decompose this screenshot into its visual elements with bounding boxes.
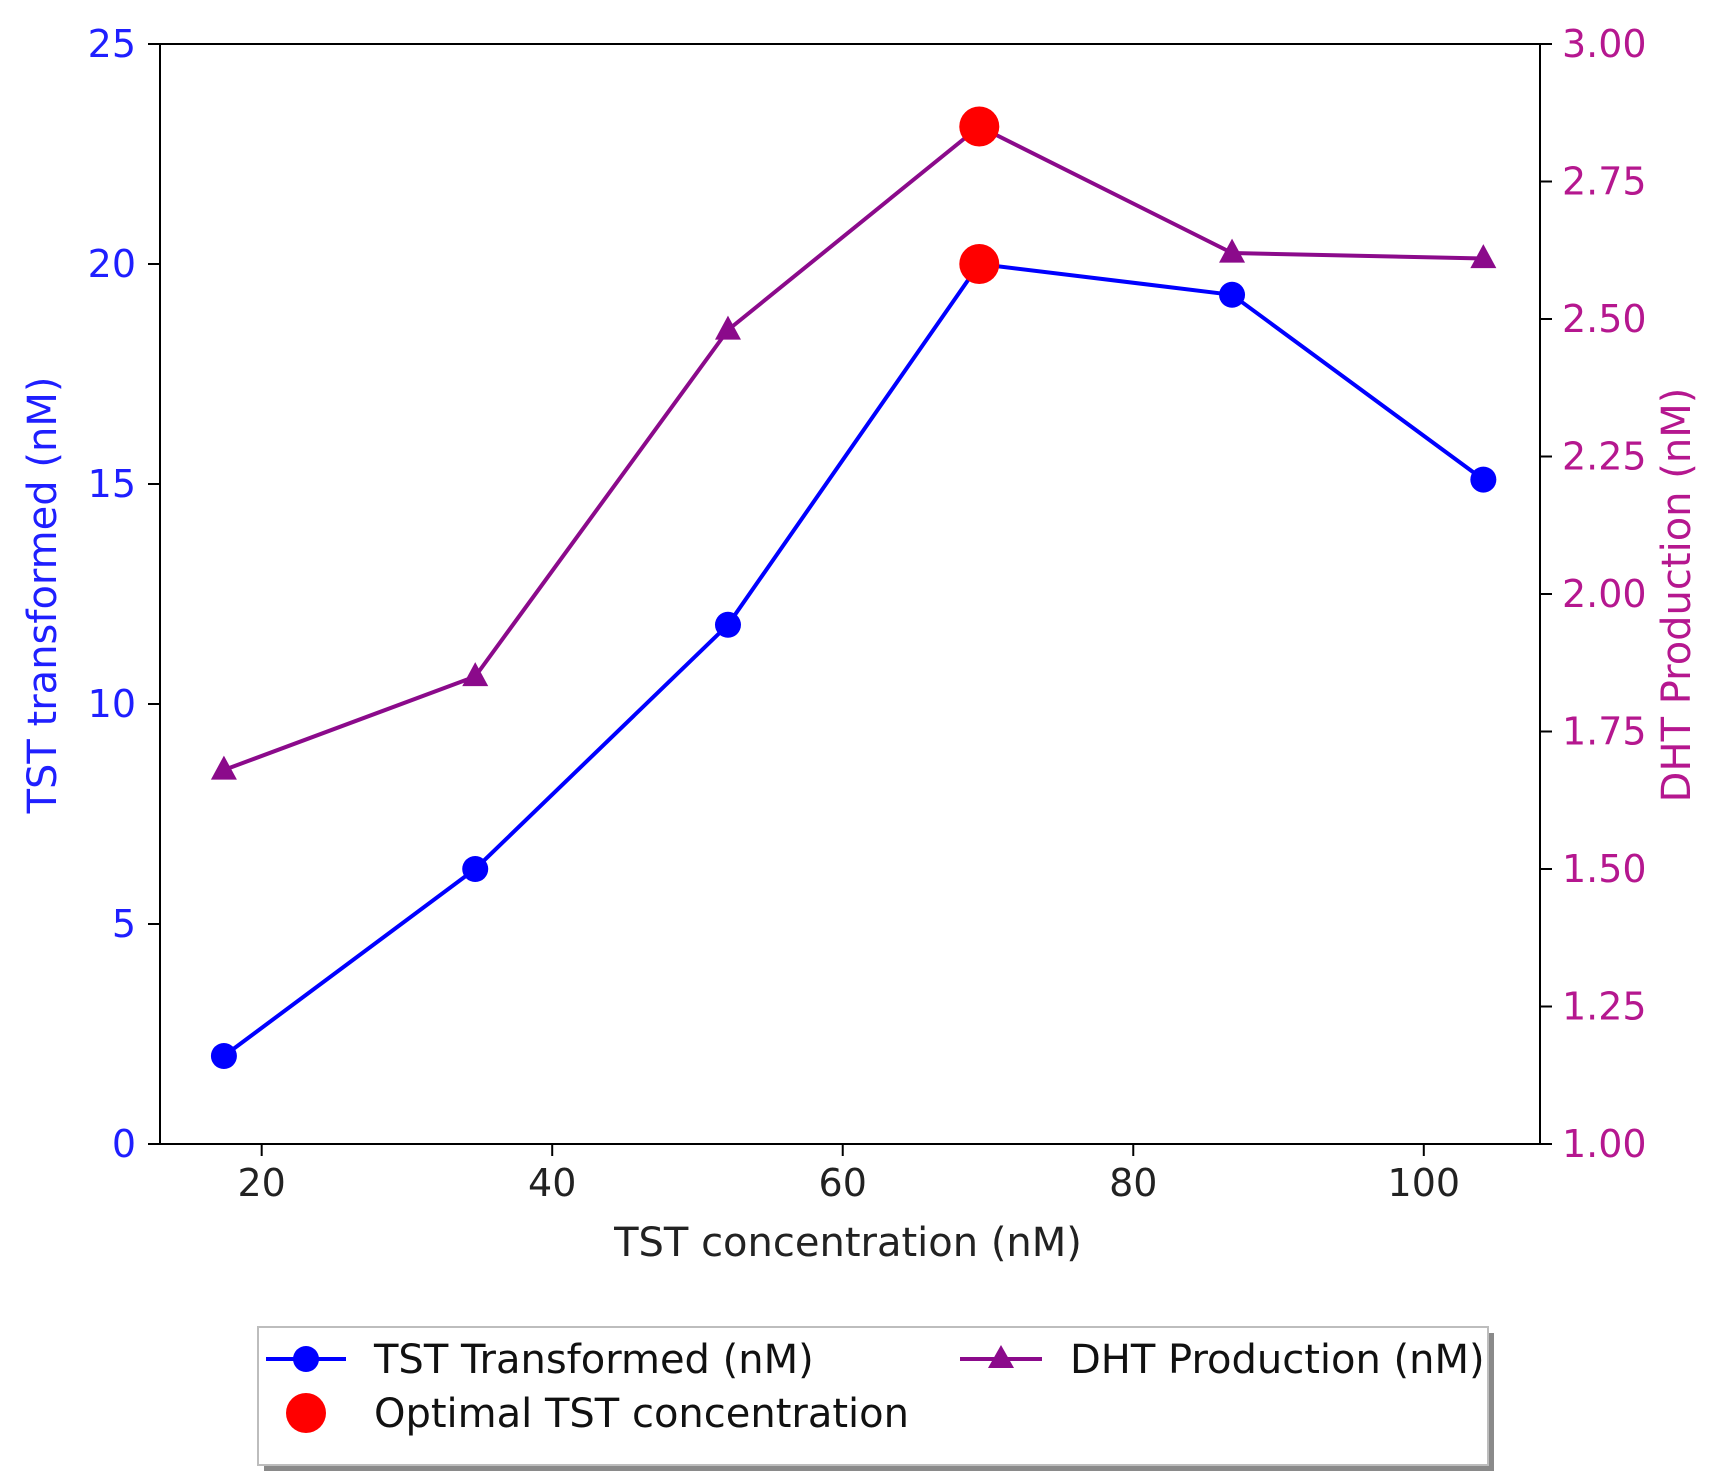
legend-optimal-label: Optimal TST concentration	[374, 1391, 909, 1437]
legend-dht-marker	[988, 1345, 1014, 1368]
axes: 20 40 60 80 100 0 5 10 15 20 25 1.00 1.25 1.50 1.75 2.0…	[88, 22, 1647, 1205]
plot-frame	[159, 43, 1541, 1145]
plot-area	[159, 43, 1541, 1145]
y-left-tick-label: 15	[88, 462, 136, 506]
tst-data-point	[1219, 281, 1246, 308]
y-axis-right-label: DHT Production (nM)	[1654, 388, 1700, 803]
x-tick-label: 40	[528, 1161, 576, 1205]
optimal-point-tst	[959, 244, 1000, 284]
x-tick-label: 100	[1388, 1161, 1461, 1205]
dht-data-point	[210, 755, 237, 780]
dht-data-point	[1470, 244, 1497, 269]
y-left-tick-label: 10	[88, 682, 136, 726]
tst-data-point	[1470, 466, 1497, 493]
legend-tst-marker	[293, 1346, 319, 1372]
x-tick-label: 20	[238, 1161, 286, 1205]
y-right-tick-label: 2.75	[1562, 160, 1647, 204]
series-layer	[210, 106, 1497, 1069]
y-right-tick-label: 2.25	[1562, 435, 1647, 479]
y-right-tick-label: 2.50	[1562, 297, 1647, 341]
y-right-tick-label: 1.25	[1562, 985, 1647, 1029]
y-right-tick-label: 1.00	[1562, 1122, 1647, 1166]
dht-data-point	[462, 662, 489, 687]
x-tick-label: 80	[1109, 1161, 1157, 1205]
y-left-tick-label: 5	[112, 902, 136, 946]
y-left-tick-label: 20	[88, 242, 136, 286]
y-right-tick-label: 1.50	[1562, 847, 1647, 891]
legend-optimal-marker	[286, 1393, 326, 1433]
legend-box	[257, 1326, 1489, 1466]
x-tick-label: 60	[819, 1161, 867, 1205]
axis-labels: TST concentration (nM) TST transformed (…	[20, 377, 1700, 1266]
dht-data-point	[1219, 238, 1246, 263]
optimal-point-dht	[959, 106, 1000, 147]
legend: TST Transformed (nM) DHT Production (nM)…	[257, 1326, 1494, 1471]
series-line-tst	[222, 262, 1485, 1058]
tst-data-point	[714, 611, 741, 638]
dht-data-point	[714, 315, 741, 340]
legend-tst-label: TST Transformed (nM)	[373, 1337, 814, 1383]
y-left-tick-label: 0	[112, 1122, 136, 1166]
tst-data-point	[462, 856, 489, 882]
y-axis-left-label: TST transformed (nM)	[20, 377, 66, 815]
y-right-tick-label: 3.00	[1562, 22, 1647, 66]
tst-data-point	[210, 1043, 237, 1069]
legend-dht-label: DHT Production (nM)	[1070, 1337, 1485, 1383]
series-line-dht	[223, 124, 1484, 772]
x-axis-label: TST concentration (nM)	[613, 1220, 1082, 1266]
y-right-tick-label: 2.00	[1562, 572, 1647, 616]
y-left-tick-label: 25	[88, 22, 136, 66]
y-right-tick-label: 1.75	[1562, 710, 1647, 754]
